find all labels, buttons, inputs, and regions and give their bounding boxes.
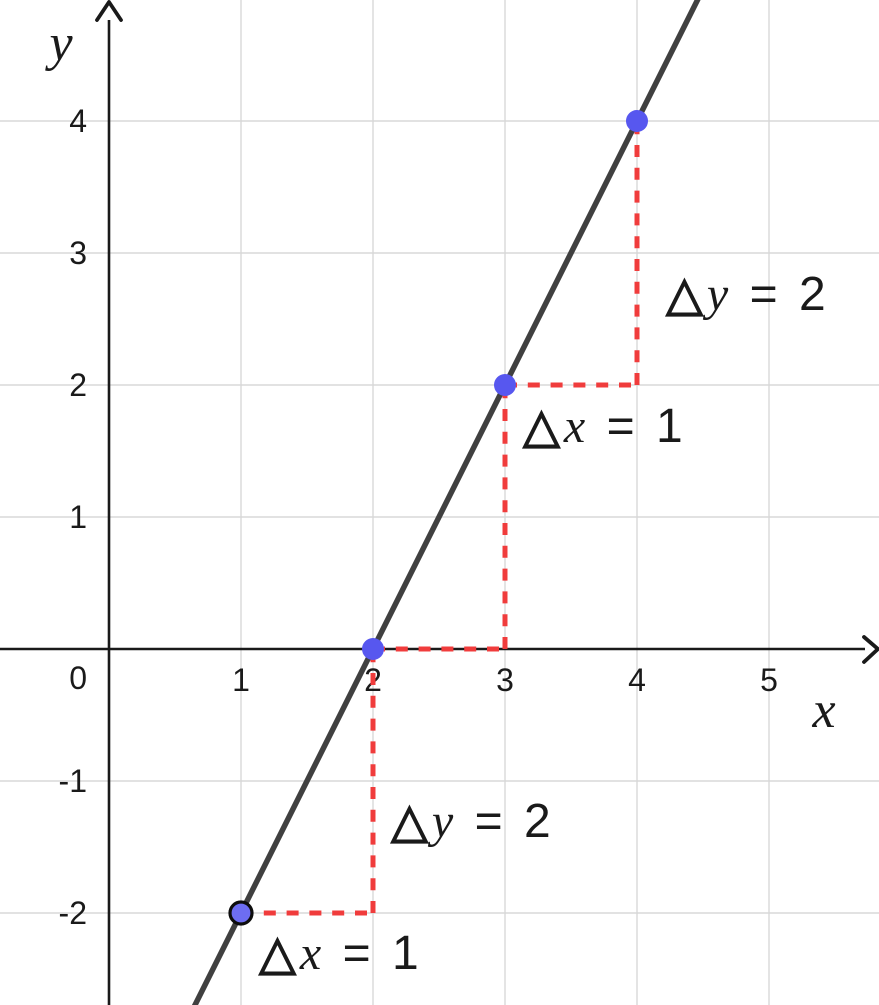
svg-text:0: 0 [69,660,87,696]
svg-text:3: 3 [69,235,87,271]
svg-text:4: 4 [69,103,87,139]
svg-text:4: 4 [628,662,646,698]
svg-text:△x = 1: △x = 1 [257,927,423,980]
svg-text:△x = 1: △x = 1 [521,400,687,453]
svg-text:-2: -2 [59,895,87,931]
svg-text:y: y [44,15,73,72]
svg-text:x: x [811,682,835,739]
svg-text:△y = 2: △y = 2 [664,268,830,321]
svg-text:5: 5 [760,662,778,698]
svg-text:3: 3 [496,662,514,698]
svg-text:△y = 2: △y = 2 [389,795,555,848]
svg-text:1: 1 [69,499,87,535]
svg-text:2: 2 [69,367,87,403]
svg-text:-1: -1 [59,763,87,799]
svg-text:1: 1 [232,662,250,698]
